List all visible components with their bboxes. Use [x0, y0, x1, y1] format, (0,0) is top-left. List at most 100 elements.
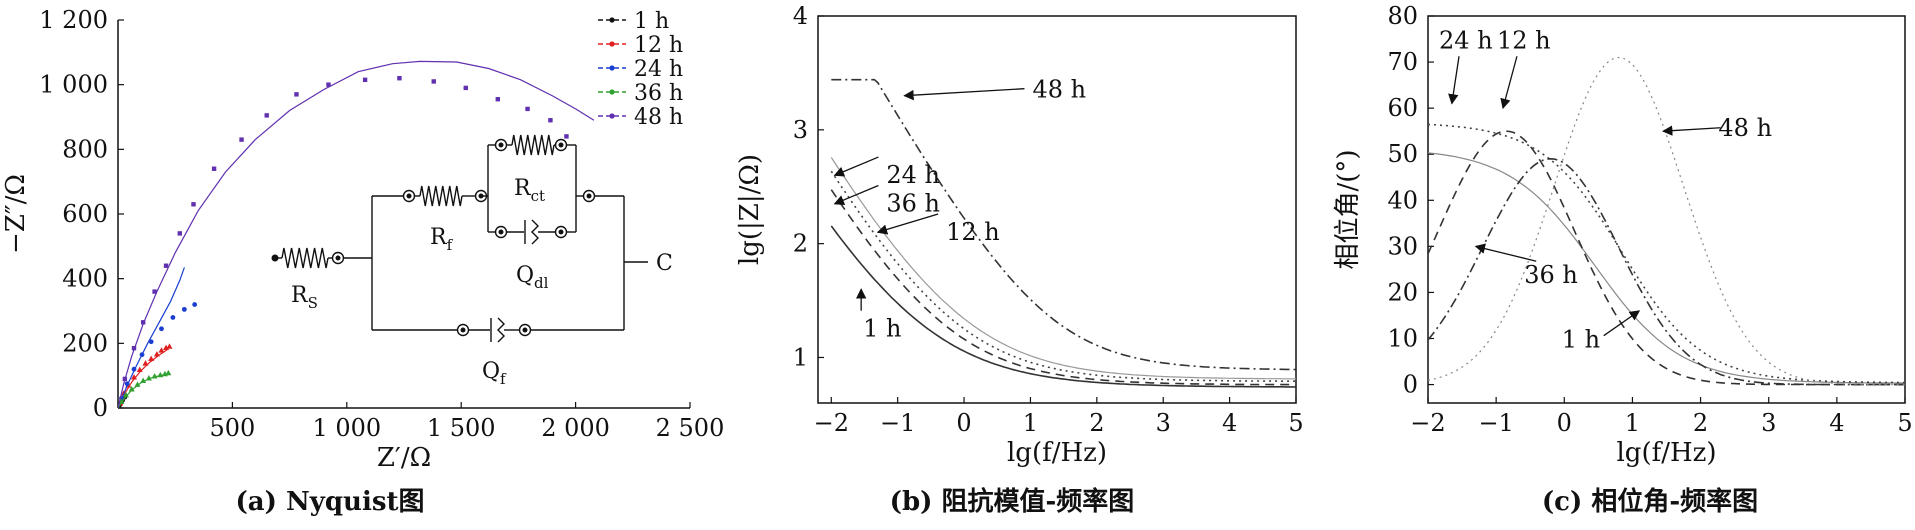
y-tick-label: 50: [1387, 140, 1418, 168]
label-rf-main: R: [430, 225, 448, 250]
data-point: [548, 118, 553, 123]
y-tick-label: 60: [1387, 94, 1418, 122]
annotation-label: 12 h: [1497, 26, 1551, 54]
x-tick-label: 3: [1156, 409, 1171, 437]
x-tick-label: 5: [1897, 409, 1912, 437]
data-point: [239, 137, 244, 142]
data-point: [158, 347, 165, 353]
resistor: [419, 185, 463, 207]
y-tick-label: 1: [793, 343, 808, 371]
label-qf-main: Q: [482, 359, 500, 384]
x-tick-label: −2: [814, 409, 849, 437]
circuit-terminal-dot: [522, 327, 528, 333]
x-tick-label: 3: [1761, 409, 1776, 437]
panel-c-phase: −2 −1 0 1 2 3 4 501020304050607080lg(f/Hz)相位角/(…: [1333, 2, 1913, 468]
circuit-terminal-dot: [406, 193, 412, 199]
data-point: [166, 343, 173, 349]
x-tick-label: 500: [209, 414, 255, 442]
label-qdl-main: Q: [516, 263, 534, 288]
y-tick-label: 200: [62, 329, 108, 357]
series-line: [1428, 152, 1905, 384]
y-tick-label: 80: [1387, 2, 1418, 30]
legend-marker: [609, 41, 615, 47]
data-point: [264, 113, 269, 118]
data-point: [122, 376, 128, 382]
data-point: [157, 371, 164, 378]
annotation-arrow: [1448, 56, 1460, 105]
annotation-arrow: [903, 88, 1025, 101]
y-tick-label: 800: [62, 135, 108, 163]
label-qdl-sub: dl: [534, 274, 549, 292]
data-point: [326, 82, 331, 87]
y-tick-label: 40: [1387, 186, 1418, 214]
label-rf: Rf: [430, 225, 454, 254]
y-tick-label: 1 000: [39, 71, 108, 99]
x-tick-label: 1 500: [427, 414, 496, 442]
x-tick-label: −2: [1410, 409, 1445, 437]
plot-area-a: [118, 60, 595, 408]
circuit-terminal-dot: [460, 327, 466, 333]
plot-area-c: [1428, 56, 1905, 386]
data-point: [145, 375, 152, 381]
data-point: [170, 315, 176, 320]
annotation-label: 36 h: [1524, 261, 1578, 289]
annotation-label: 1 h: [1562, 326, 1600, 354]
x-tick-label: 1 000: [312, 414, 381, 442]
data-point: [211, 166, 217, 171]
annotation-label: 48 h: [1032, 76, 1086, 104]
label-rct-main: R: [514, 176, 532, 201]
data-point: [397, 76, 402, 81]
label-rs: RS: [291, 283, 318, 312]
data-point: [163, 263, 169, 268]
series-line: [1428, 123, 1905, 384]
legend-marker: [609, 17, 615, 23]
annotation-arrow: [1603, 310, 1641, 337]
y-tick-label: 20: [1387, 278, 1418, 306]
y-tick-label: 4: [793, 2, 808, 30]
annotation-arrow: [1662, 125, 1721, 136]
y-tick-label: 10: [1387, 325, 1418, 353]
circuit-terminal-dot: [498, 229, 504, 235]
series-line: [1428, 130, 1905, 386]
legend-marker: [609, 89, 615, 95]
x-tick-label: −1: [1478, 409, 1513, 437]
cpe-plate: [497, 317, 505, 343]
label-rs-main: R: [291, 283, 309, 308]
data-point: [131, 366, 137, 372]
data-point: [151, 373, 158, 379]
label-qf: Qf: [482, 359, 507, 388]
annotation-label: 12 h: [946, 218, 1000, 246]
panel-a-nyquist: 500 1 000 1 500 2 000 2 500 0 200 400 600 800 1 00…: [1, 6, 724, 473]
data-point: [131, 374, 138, 380]
y-tick-label: 30: [1387, 232, 1418, 260]
y-axis-label: 相位角/(°): [1333, 149, 1363, 269]
plot-area-b: [830, 78, 1296, 388]
data-point: [525, 106, 530, 112]
x-axis-label: Z′/Ω: [377, 443, 431, 473]
data-point: [564, 134, 569, 139]
circuit-terminal-dot: [558, 229, 564, 235]
data-point: [495, 97, 501, 102]
series-line: [830, 157, 1296, 380]
label-c-main: C: [656, 251, 673, 276]
legend-marker: [609, 113, 615, 119]
label-rct: Rct: [514, 176, 545, 205]
data-point: [124, 381, 130, 387]
data-point: [153, 351, 160, 357]
resistor: [511, 134, 555, 156]
annotation-arrow: [876, 213, 939, 235]
legend-label: 12 h: [634, 33, 683, 58]
y-tick-label: 600: [62, 200, 108, 228]
annotation-arrow: [1500, 56, 1518, 110]
x-tick-label: 0: [1557, 409, 1572, 437]
label-rs-sub: S: [308, 294, 318, 312]
data-point: [140, 377, 147, 384]
data-point: [152, 289, 157, 294]
data-point: [192, 302, 198, 307]
x-tick-label: −1: [880, 409, 915, 437]
circuit-terminal-dot: [586, 193, 592, 199]
circuit-terminal-dot: [558, 142, 564, 148]
